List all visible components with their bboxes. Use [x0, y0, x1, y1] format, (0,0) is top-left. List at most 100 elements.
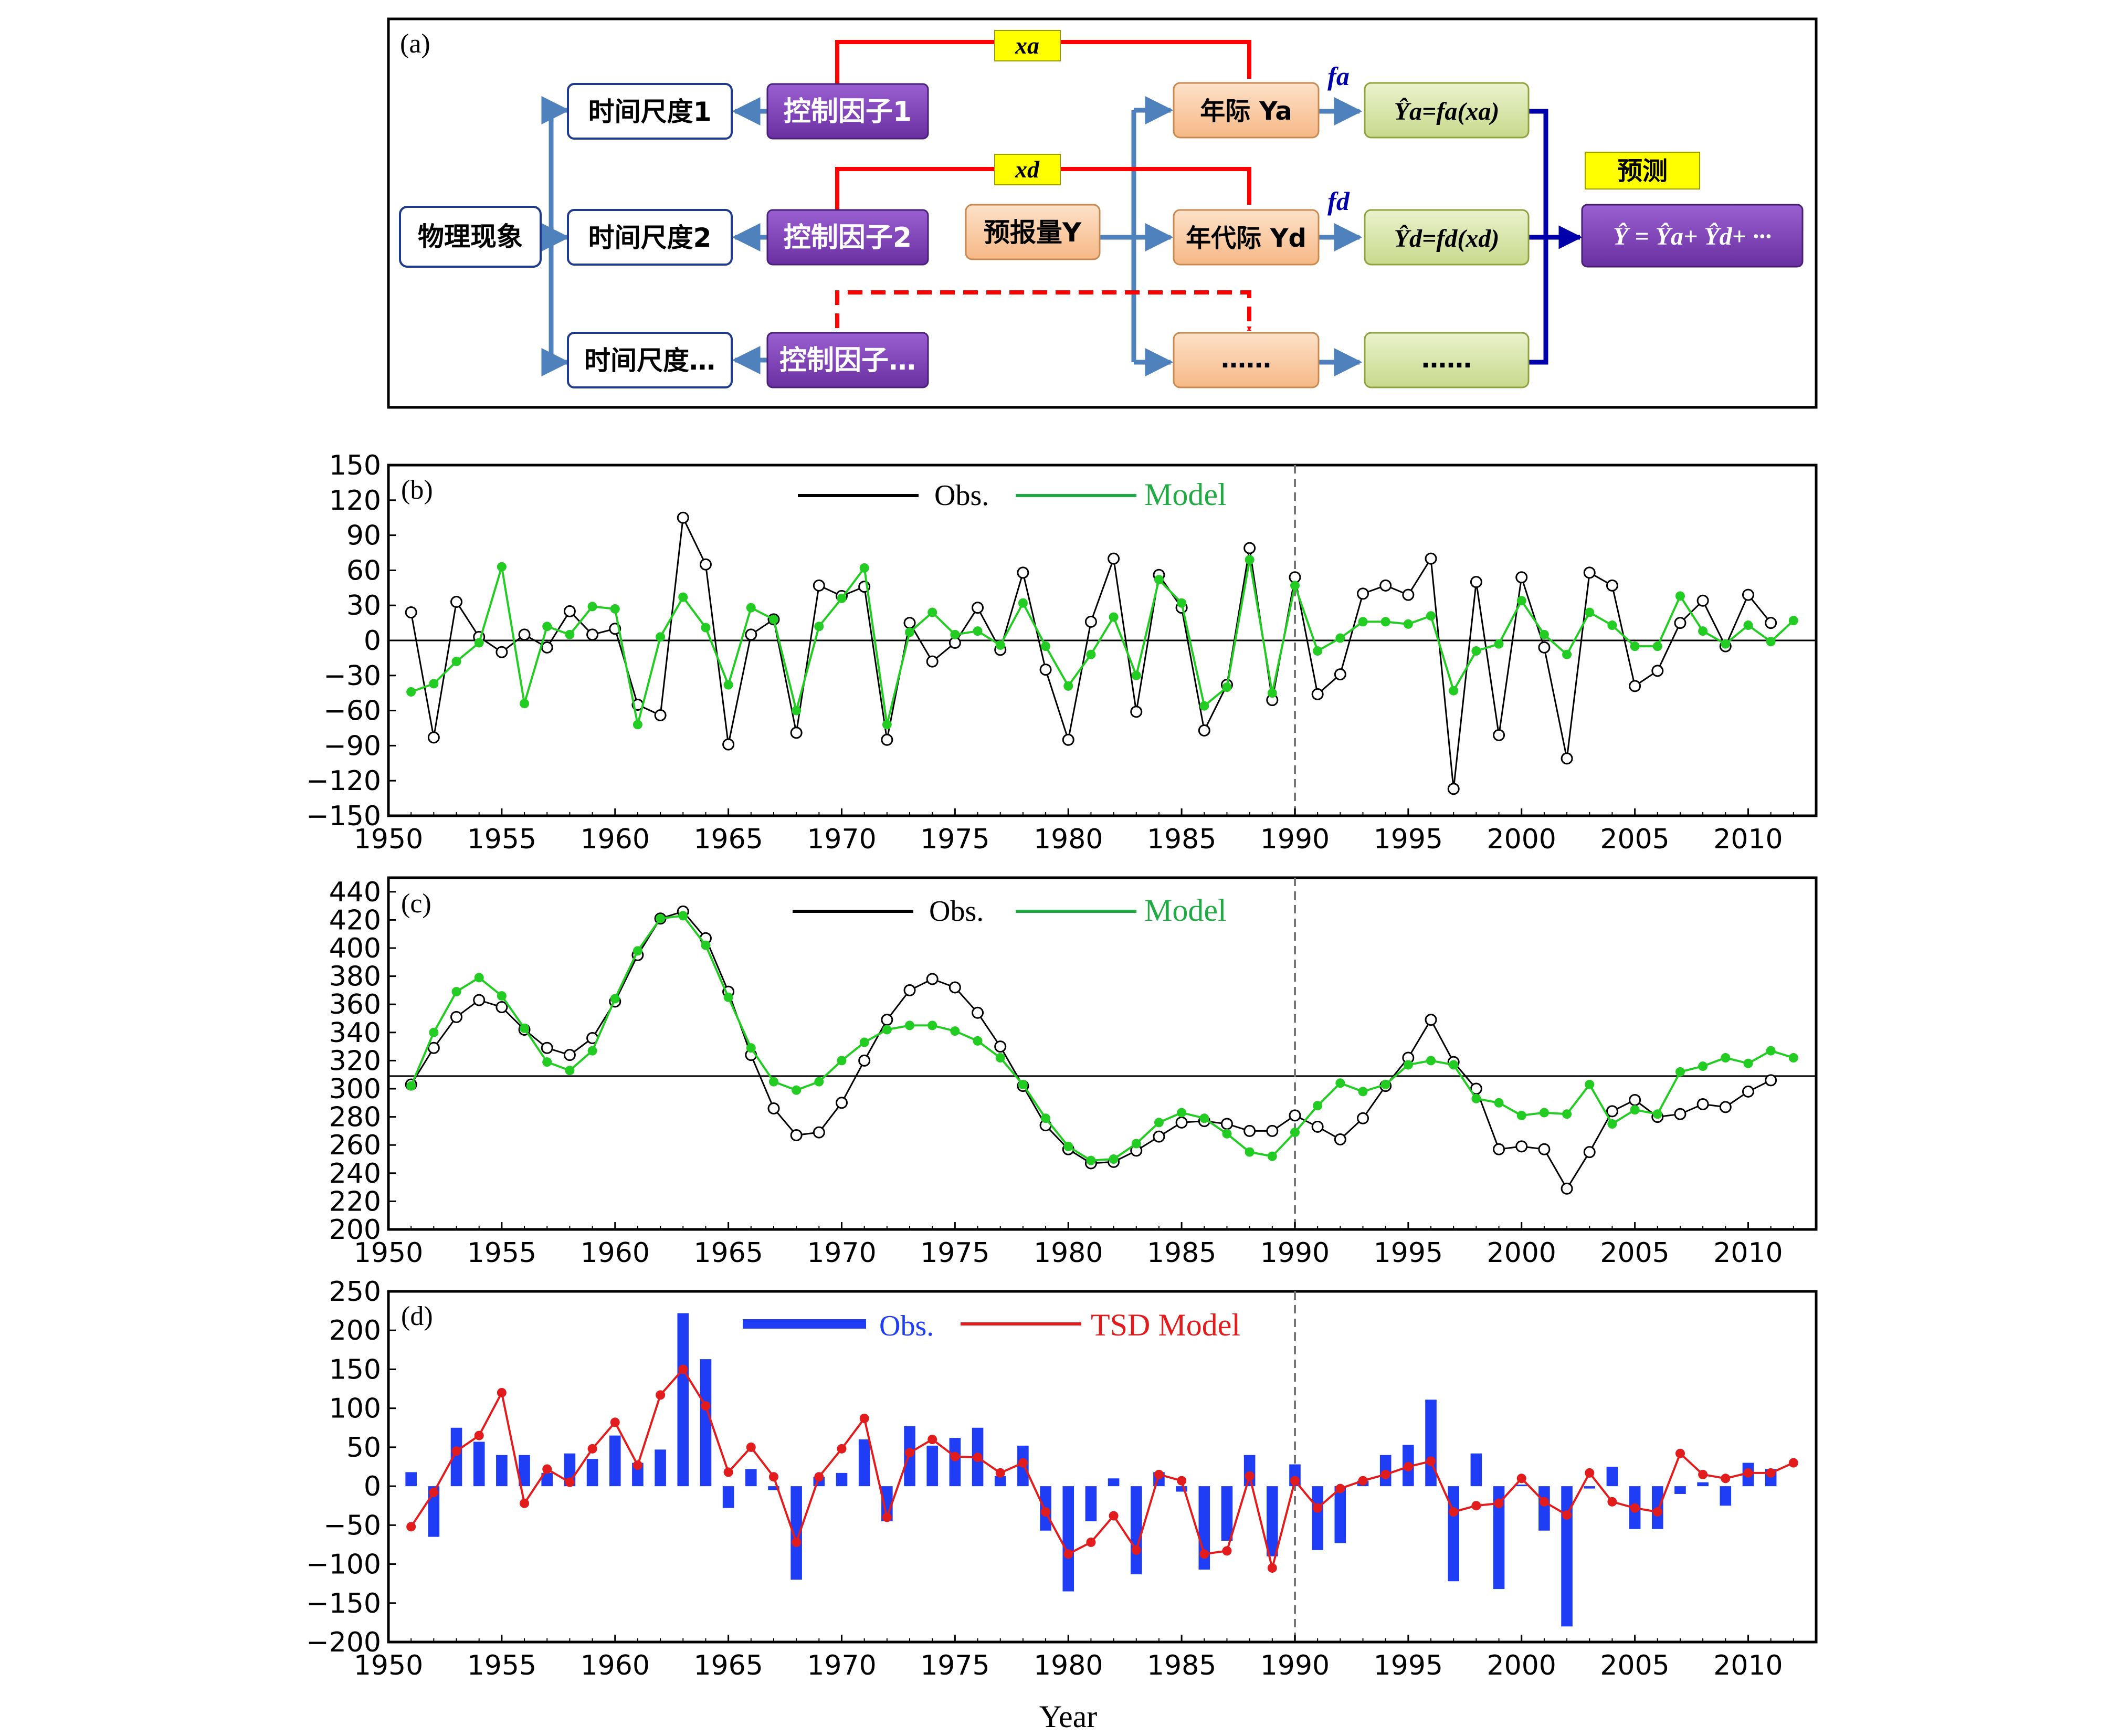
model-point — [610, 604, 620, 614]
y-tick-label: 30 — [346, 590, 381, 622]
y-tick-label: 260 — [329, 1130, 381, 1161]
tsd-model-point — [1562, 1510, 1572, 1520]
model-point — [1721, 639, 1731, 649]
tsd-model-point — [542, 1464, 552, 1474]
y-tick-label: −120 — [306, 765, 381, 797]
model-point — [1652, 1109, 1662, 1119]
model-point — [1585, 1079, 1595, 1089]
obs-point — [1674, 617, 1687, 629]
model-point — [1788, 616, 1798, 626]
x-tick-label: 1970 — [807, 1650, 876, 1681]
obs-point — [1311, 688, 1324, 700]
tsd-model-point — [859, 1413, 869, 1423]
obs-point — [903, 984, 916, 996]
model-point — [1109, 612, 1119, 622]
model-point — [1539, 1108, 1549, 1118]
x-tick-label: 1990 — [1260, 1650, 1330, 1681]
model-point — [792, 1085, 802, 1095]
obs-point — [427, 731, 440, 744]
fa-label: fa — [1327, 61, 1350, 91]
model-point — [1313, 646, 1323, 656]
model-point — [1449, 1060, 1459, 1070]
model-point — [1426, 1056, 1436, 1066]
obs-bar — [1312, 1486, 1323, 1550]
model-other: …… — [1421, 344, 1472, 374]
model-point — [1018, 1079, 1028, 1089]
obs-point — [926, 973, 939, 985]
model-point — [429, 679, 439, 689]
y-tick-label: −200 — [306, 1627, 381, 1658]
y-tick-label: 440 — [329, 877, 381, 908]
obs-point — [972, 602, 984, 614]
model-point — [701, 623, 711, 633]
tsd-model-point — [1267, 1563, 1277, 1573]
obs-bar — [541, 1472, 553, 1487]
obs-bar — [1493, 1486, 1505, 1590]
obs-bar — [949, 1438, 961, 1487]
tsd-model-point — [1721, 1474, 1731, 1484]
obs-point — [1198, 724, 1210, 737]
model-point — [520, 1023, 530, 1033]
model-point — [587, 602, 597, 612]
control-factor-3: 控制因子… — [779, 345, 916, 376]
obs-point — [1629, 680, 1641, 692]
obs-point — [858, 1054, 871, 1067]
y-tick-label: −90 — [323, 730, 381, 762]
y-tick-label: 120 — [329, 485, 381, 517]
model-point — [768, 1077, 778, 1087]
obs-point — [699, 558, 712, 571]
model-point — [1607, 1119, 1617, 1129]
model-point — [746, 603, 756, 613]
model-point — [656, 632, 666, 642]
x-tick-label: 1970 — [807, 824, 876, 855]
tsd-model-point — [1335, 1484, 1345, 1493]
model-point — [1245, 1147, 1255, 1157]
merge-lines — [1529, 109, 1583, 365]
obs-point — [405, 606, 417, 619]
model-point — [1063, 1141, 1073, 1151]
model-point — [1403, 1060, 1413, 1070]
x-axis-title: Year — [1039, 1699, 1098, 1734]
time-scale-boxes: 时间尺度1 时间尺度2 时间尺度… — [567, 83, 733, 388]
model-point — [497, 991, 507, 1001]
obs-bar — [1243, 1455, 1256, 1487]
obs-point — [1357, 1112, 1369, 1124]
model-point — [1358, 1087, 1368, 1097]
obs-point — [1220, 1118, 1233, 1130]
obs-point — [1696, 594, 1709, 607]
obs-point — [1765, 617, 1777, 629]
obs-bar — [1425, 1400, 1437, 1487]
model-point — [746, 1043, 756, 1053]
model-point — [1675, 1067, 1685, 1077]
tsd-model-point — [973, 1453, 983, 1463]
model-point — [701, 940, 711, 950]
predictand-box — [965, 204, 1101, 260]
model-point — [1018, 598, 1028, 608]
model-point — [406, 1081, 416, 1091]
predictand-label: 预报量Y — [984, 217, 1082, 248]
panel-c-tag: (c) — [401, 889, 431, 919]
model-point — [1743, 1058, 1753, 1068]
obs-point — [790, 1129, 803, 1141]
model-point — [1698, 1061, 1708, 1071]
obs-point — [745, 628, 757, 641]
model-point — [814, 1077, 824, 1087]
model-point — [995, 1053, 1005, 1063]
obs-point — [541, 641, 553, 654]
obs-point — [1742, 1085, 1754, 1098]
x-tick-label: 1995 — [1374, 1650, 1443, 1681]
obs-point — [767, 1102, 780, 1115]
x-tick-label: 1950 — [354, 1237, 423, 1269]
x-tick-label: 1960 — [581, 824, 650, 855]
panel-d-chart: −200 −150 −100 −50 0 50 100 150 200 250 1950 1955 1… — [306, 1276, 1818, 1734]
connector-lines — [541, 96, 1363, 376]
model-point — [723, 992, 733, 1002]
obs-point — [496, 1001, 508, 1014]
tsd-model-point — [1449, 1507, 1459, 1517]
obs-point — [1561, 1182, 1573, 1195]
model-point — [1177, 598, 1187, 608]
y-tick-label: 340 — [329, 1017, 381, 1049]
obs-bar — [1176, 1486, 1187, 1492]
obs-point — [1334, 1133, 1346, 1145]
control-factor-1: 控制因子1 — [784, 96, 912, 128]
